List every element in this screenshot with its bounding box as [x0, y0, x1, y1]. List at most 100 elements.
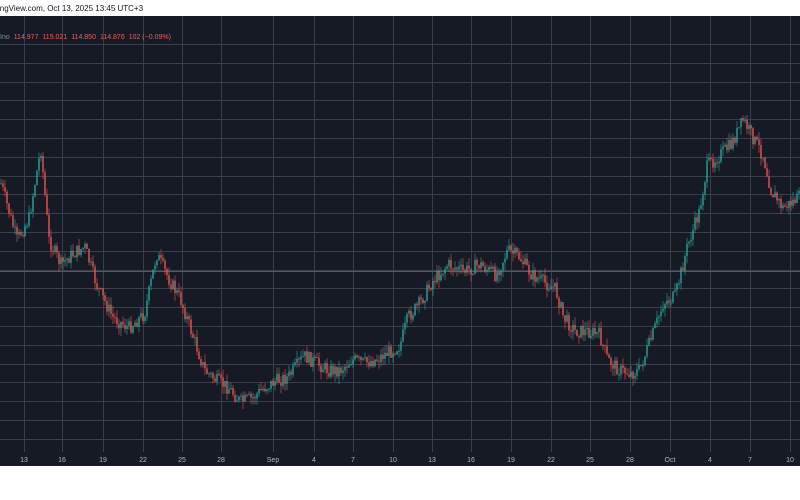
candle-body: [400, 341, 402, 351]
candle-body: [764, 157, 766, 169]
candle-body: [166, 269, 168, 276]
candle-body: [622, 365, 624, 368]
candle-body: [748, 125, 750, 129]
x-tick-label: 19: [507, 457, 515, 464]
candle-body: [238, 396, 240, 401]
candle-body: [442, 273, 444, 275]
candle-body: [182, 305, 184, 309]
candle-body: [218, 374, 220, 376]
candle-body: [554, 282, 556, 287]
candle-body: [630, 371, 632, 377]
candle-body: [712, 158, 714, 168]
candle-body: [492, 266, 494, 269]
x-tick-label: Sep: [267, 457, 280, 464]
candle-body: [64, 260, 66, 262]
candle-body: [788, 200, 790, 208]
candle-body: [30, 211, 32, 213]
candle-body: [354, 355, 356, 360]
header-bar: ingView.com, Oct 13, 2025 13:45 UTC+3: [0, 0, 800, 16]
candle-body: [110, 304, 112, 314]
candle-body: [394, 353, 396, 355]
candle-body: [642, 365, 644, 367]
candle-body: [476, 259, 478, 266]
candle-body: [732, 137, 734, 149]
x-tick-label: 13: [20, 457, 28, 464]
candle-body: [270, 380, 272, 389]
candle-body: [78, 245, 80, 255]
candle-body: [284, 374, 286, 384]
candle-body: [556, 282, 558, 298]
legend-open: 114.977: [13, 34, 39, 41]
candle-body: [708, 157, 710, 161]
candle-body: [530, 274, 532, 280]
candle-body: [586, 328, 588, 330]
candle-body: [92, 261, 94, 267]
candle-body: [276, 373, 278, 382]
candle-body: [36, 170, 38, 186]
candle-body: [506, 249, 508, 259]
candle-body: [404, 322, 406, 330]
candle-body: [128, 321, 130, 326]
candle-body: [208, 373, 210, 375]
candle-body: [172, 280, 174, 290]
candle-body: [756, 136, 758, 140]
candle-body: [550, 286, 552, 290]
candle-body: [724, 144, 726, 147]
candle-body: [646, 345, 648, 357]
candle-body: [644, 356, 646, 366]
candle-body: [468, 265, 470, 269]
candle-body: [420, 297, 422, 300]
x-tick-label: 7: [748, 457, 752, 464]
candle-body: [278, 373, 280, 383]
candle-body: [76, 245, 78, 258]
x-tick-label: 25: [586, 457, 594, 464]
candle-body: [762, 157, 764, 159]
chart-svg[interactable]: 13 16 19 22 25 28 Sep 4 7 10 13 16 19 22 25 28 Oct 4 7 10: [0, 16, 800, 466]
candle-body: [514, 247, 516, 254]
candle-body: [104, 295, 106, 302]
candle-body: [532, 270, 534, 280]
x-tick-label: 4: [312, 457, 316, 464]
candle-body: [16, 226, 18, 235]
legend-high: 115.021: [42, 34, 68, 41]
candle-body: [460, 264, 462, 267]
candle-body: [236, 400, 238, 402]
candle-body: [212, 373, 214, 379]
candle-body: [38, 158, 40, 171]
x-tick-label: 16: [58, 457, 66, 464]
candle-body: [546, 282, 548, 291]
candle-body: [190, 319, 192, 334]
chart-area[interactable]: 13 16 19 22 25 28 Sep 4 7 10 13 16 19 22 25 28 Oct 4 7 10 I…: [0, 16, 800, 466]
candle-body: [694, 217, 696, 230]
candle-body: [164, 260, 166, 269]
candle-body: [580, 325, 582, 338]
candle-body: [220, 375, 222, 378]
candle-body: [608, 354, 610, 358]
candle-body: [396, 351, 398, 355]
candle-body: [606, 346, 608, 355]
candle-body: [248, 393, 250, 395]
candle-body: [234, 394, 236, 402]
candle-body: [440, 274, 442, 281]
candle-body: [496, 272, 498, 281]
candle-body: [60, 257, 62, 264]
candle-body: [230, 388, 232, 390]
legend-change: 102 (−0.09%): [128, 34, 171, 41]
candle-body: [312, 357, 314, 367]
candle-body: [46, 194, 48, 215]
candle-body: [472, 274, 474, 276]
candle-body: [534, 270, 536, 282]
candle-body: [610, 358, 612, 366]
candle-body: [196, 337, 198, 352]
legend-low: 114.850: [71, 34, 96, 41]
candle-body: [426, 284, 428, 301]
candle-body: [2, 183, 4, 187]
candle-body: [686, 243, 688, 256]
candle-body: [62, 257, 64, 262]
candle-body: [566, 315, 568, 322]
candle-body: [438, 270, 440, 281]
candle-body: [112, 313, 114, 317]
candle-body: [232, 388, 234, 395]
candle-body: [596, 332, 598, 335]
candle-body: [144, 316, 146, 321]
